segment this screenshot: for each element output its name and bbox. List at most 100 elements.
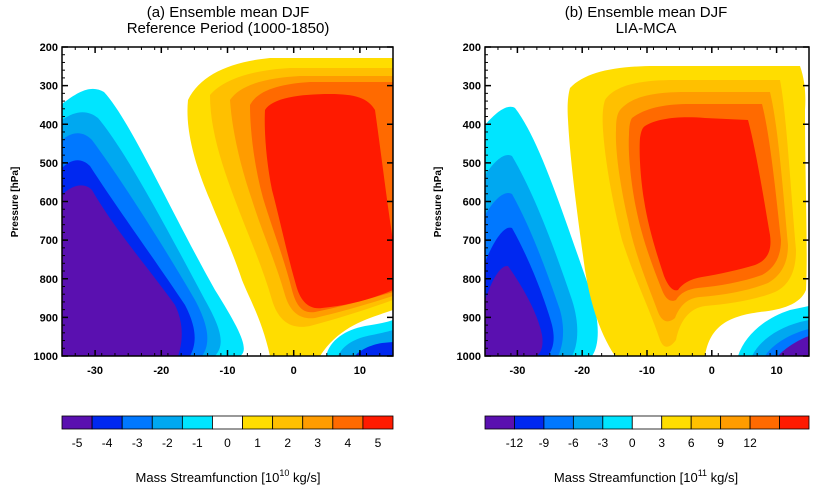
- colorbar-tick-label: 0: [224, 436, 231, 450]
- colorbar-tick-label: 3: [658, 436, 665, 450]
- x-tick-label: -10: [639, 365, 655, 377]
- colorbar-tick-label: 0: [629, 436, 636, 450]
- panel-b-colorbar-label-suffix: kg/s]: [707, 470, 738, 485]
- colorbar-swatch: [272, 415, 304, 430]
- panel-b-field: [485, 47, 809, 356]
- colorbar-swatch: [181, 415, 213, 430]
- x-tick-label: 10: [354, 365, 366, 377]
- panel-b-contour-pos5: [639, 117, 771, 291]
- x-tick-label: 0: [291, 365, 297, 377]
- colorbar-tick-label: 4: [345, 436, 352, 450]
- colorbar-swatch: [661, 415, 692, 430]
- colorbar-tick-label: 12: [743, 436, 757, 450]
- panel-a-field: [62, 47, 393, 356]
- colorbar-tick-label: 5: [375, 436, 382, 450]
- y-tick-label: 800: [463, 274, 481, 286]
- y-tick-label: 400: [463, 119, 481, 131]
- panel-a-subtitle: Reference Period (1000-1850): [127, 20, 330, 37]
- panel-a-colorbar: -5 -4 -3 -2 -1 0 1 2 3 4 5: [61, 415, 394, 450]
- colorbar-tick-label: 3: [314, 436, 321, 450]
- panel-b-contour-north4: [778, 336, 809, 356]
- panel-a-colorbar-label-suffix: kg/s]: [289, 470, 320, 485]
- y-tick-label: 600: [463, 197, 481, 209]
- colorbar-swatch: [690, 415, 722, 430]
- x-tick-label: -20: [153, 365, 169, 377]
- colorbar-swatch: [121, 415, 153, 430]
- colorbar-swatch: [749, 415, 780, 430]
- colorbar-swatch: [720, 415, 751, 430]
- y-tick-label: 300: [40, 81, 58, 93]
- colorbar-swatch: [631, 415, 663, 430]
- colorbar-tick-label: -4: [102, 436, 113, 450]
- panel-b-colorbar-label: Mass Streamfunction [1011 kg/s]: [554, 468, 738, 485]
- y-tick-label: 200: [40, 42, 58, 54]
- x-tick-label: -30: [509, 365, 525, 377]
- panel-b-colorbar-label-prefix: Mass Streamfunction [10: [554, 470, 698, 485]
- panel-a-contour-neg5: [62, 185, 182, 356]
- panel-a-title: (a) Ensemble mean DJF: [147, 4, 310, 21]
- y-tick-label: 600: [40, 197, 58, 209]
- x-tick-label: -30: [87, 365, 103, 377]
- colorbar-swatch: [332, 415, 364, 430]
- panel-a-contour-pos5: [264, 94, 393, 309]
- colorbar-tick-label: -9: [539, 436, 550, 450]
- colorbar-swatch: [602, 415, 633, 430]
- colorbar-swatch: [779, 415, 810, 430]
- panel-a-colorbar-label-exp: 10: [279, 468, 289, 478]
- colorbar-tick-label: -1: [192, 436, 203, 450]
- colorbar-tick-label: -2: [162, 436, 173, 450]
- colorbar-tick-label: -5: [72, 436, 83, 450]
- x-tick-label: 0: [709, 365, 715, 377]
- colorbar-tick-label: 9: [717, 436, 724, 450]
- panel-a-colorbar-label-prefix: Mass Streamfunction [10: [136, 470, 280, 485]
- panel-a-y-ticks: 200 300 400 500 600 700 800 900 1000: [34, 42, 393, 363]
- y-tick-label: 900: [40, 312, 58, 324]
- panel-b-title: (b) Ensemble mean DJF: [565, 4, 728, 21]
- y-tick-label: 700: [40, 235, 58, 247]
- colorbar-swatch: [61, 415, 93, 430]
- panel-a-ylabel: Pressure [hPa]: [10, 167, 21, 238]
- x-tick-label: 10: [770, 365, 782, 377]
- colorbar-tick-label: 6: [688, 436, 695, 450]
- y-tick-label: 800: [40, 274, 58, 286]
- colorbar-swatch: [543, 415, 574, 430]
- colorbar-tick-label: -3: [597, 436, 608, 450]
- y-tick-label: 700: [463, 235, 481, 247]
- panel-b-colorbar: -12 -9 -6 -3 0 3 6 9 12: [484, 415, 810, 450]
- panel-b-contour-neg5: [485, 265, 543, 356]
- colorbar-swatch: [242, 415, 274, 430]
- x-tick-label: -10: [220, 365, 236, 377]
- colorbar-swatch: [484, 415, 515, 430]
- panel-b-ylabel: Pressure [hPa]: [433, 167, 444, 238]
- colorbar-swatch: [91, 415, 123, 430]
- panel-b-colorbar-label-exp: 11: [698, 468, 707, 478]
- y-tick-label: 500: [40, 158, 58, 170]
- colorbar-tick-label: -3: [132, 436, 143, 450]
- colorbar-tick-label: -12: [506, 436, 524, 450]
- panel-b-y-ticks: 200 300 400 500 600 700 800 900 1000: [457, 42, 809, 363]
- panel-b-subtitle: LIA-MCA: [616, 20, 677, 37]
- colorbar-swatch: [572, 415, 604, 430]
- colorbar-swatch: [302, 415, 334, 430]
- y-tick-label: 300: [463, 81, 481, 93]
- y-tick-label: 400: [40, 119, 58, 131]
- panel-a-colorbar-label: Mass Streamfunction [1010 kg/s]: [136, 468, 321, 485]
- colorbar-swatch: [212, 415, 243, 430]
- panel-a: (a) Ensemble mean DJF Reference Period (…: [10, 4, 394, 485]
- y-tick-label: 200: [463, 42, 481, 54]
- colorbar-tick-label: -6: [568, 436, 579, 450]
- panel-a-x-ticks: -30 -20 -10 0 10: [61, 47, 394, 377]
- colorbar-swatch: [362, 415, 394, 430]
- x-tick-label: -20: [574, 365, 590, 377]
- colorbar-tick-label: 1: [254, 436, 261, 450]
- panel-b-x-ticks: -30 -20 -10 0 10: [484, 47, 810, 377]
- colorbar-swatch: [514, 415, 545, 430]
- y-tick-label: 1000: [457, 351, 481, 363]
- colorbar-swatch: [151, 415, 183, 430]
- y-tick-label: 1000: [34, 351, 58, 363]
- y-tick-label: 500: [463, 158, 481, 170]
- y-tick-label: 900: [463, 312, 481, 324]
- panel-b: (b) Ensemble mean DJF LIA-MCA Pressure […: [433, 4, 810, 485]
- colorbar-tick-label: 2: [284, 436, 291, 450]
